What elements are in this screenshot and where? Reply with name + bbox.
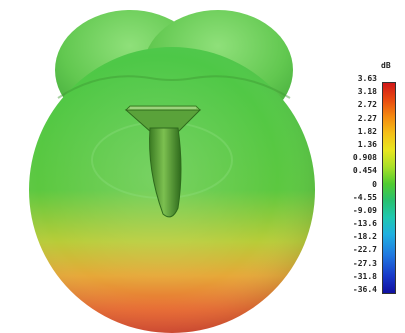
legend-tick-label: 0.908 bbox=[352, 153, 377, 163]
lobe-ridge bbox=[57, 75, 291, 99]
legend-tick-labels: 3.63 3.18 2.72 2.27 1.82 1.36 0.908 0.454 0 -4.55… bbox=[337, 60, 377, 301]
legend-tick-label: -22.7 bbox=[352, 245, 377, 255]
legend-tick-label: 2.27 bbox=[357, 113, 377, 123]
legend-tick-label: 1.36 bbox=[357, 139, 377, 149]
antenna-body bbox=[149, 127, 182, 218]
legend-unit-label: dB bbox=[381, 61, 391, 70]
legend-tick-label: -36.4 bbox=[352, 285, 377, 294]
legend-tick-label: -13.6 bbox=[352, 219, 377, 229]
legend-tick-label: -4.55 bbox=[352, 192, 377, 202]
legend-tick-label: 2.72 bbox=[357, 100, 377, 110]
legend-tick-label: 0.454 bbox=[352, 166, 377, 176]
color-scale-bar bbox=[382, 82, 396, 294]
legend-tick-label: -31.8 bbox=[352, 271, 377, 281]
legend-tick-label: -27.3 bbox=[352, 258, 377, 268]
antenna-element bbox=[124, 105, 202, 218]
legend-tick-label: -9.09 bbox=[352, 205, 377, 215]
legend-tick-label: -18.2 bbox=[352, 232, 377, 242]
color-scale-legend: dB 3.63 3.18 2.72 2.27 1.82 1.36 0.908 0.454 0 -4… bbox=[337, 60, 401, 301]
legend-tick-label: 3.18 bbox=[357, 87, 377, 97]
legend-tick-label: 3.63 bbox=[357, 74, 377, 83]
legend-tick-label: 1.82 bbox=[357, 126, 377, 136]
legend-tick-label: 0 bbox=[372, 179, 377, 189]
